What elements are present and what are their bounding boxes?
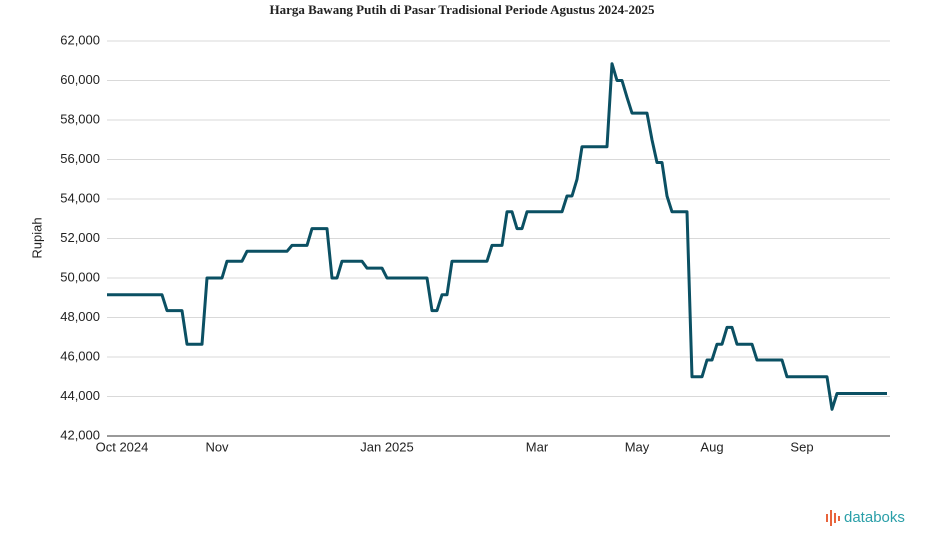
- y-tick-label: 52,000: [60, 230, 100, 245]
- y-tick-label: 48,000: [60, 309, 100, 324]
- y-tick-label: 50,000: [60, 269, 100, 284]
- x-tick-label: Aug: [700, 439, 723, 454]
- x-tick-label: Oct 2024: [96, 439, 149, 454]
- logo-bar: [826, 514, 828, 522]
- y-tick-label: 58,000: [60, 111, 100, 126]
- logo: databoks: [826, 509, 905, 526]
- y-tick-label: 42,000: [60, 427, 100, 442]
- data-line: [107, 62, 887, 411]
- y-tick-label: 54,000: [60, 190, 100, 205]
- logo-bar: [834, 513, 836, 523]
- x-tick-label: Nov: [205, 439, 229, 454]
- logo-bar: [838, 516, 840, 521]
- y-tick-label: 46,000: [60, 348, 100, 363]
- y-tick-label: 62,000: [60, 32, 100, 47]
- x-tick-label: Sep: [790, 439, 813, 454]
- x-tick-label: Jan 2025: [360, 439, 414, 454]
- y-tick-label: 60,000: [60, 72, 100, 87]
- x-tick-label: May: [625, 439, 650, 454]
- logo-bar: [830, 510, 832, 526]
- y-axis-label: Rupiah: [29, 217, 44, 258]
- brand: databoks: [844, 509, 905, 526]
- x-tick-label: Mar: [526, 439, 549, 454]
- chart-title: Harga Bawang Putih di Pasar Tradisional …: [270, 2, 655, 17]
- y-tick-label: 44,000: [60, 388, 100, 403]
- y-tick-label: 56,000: [60, 151, 100, 166]
